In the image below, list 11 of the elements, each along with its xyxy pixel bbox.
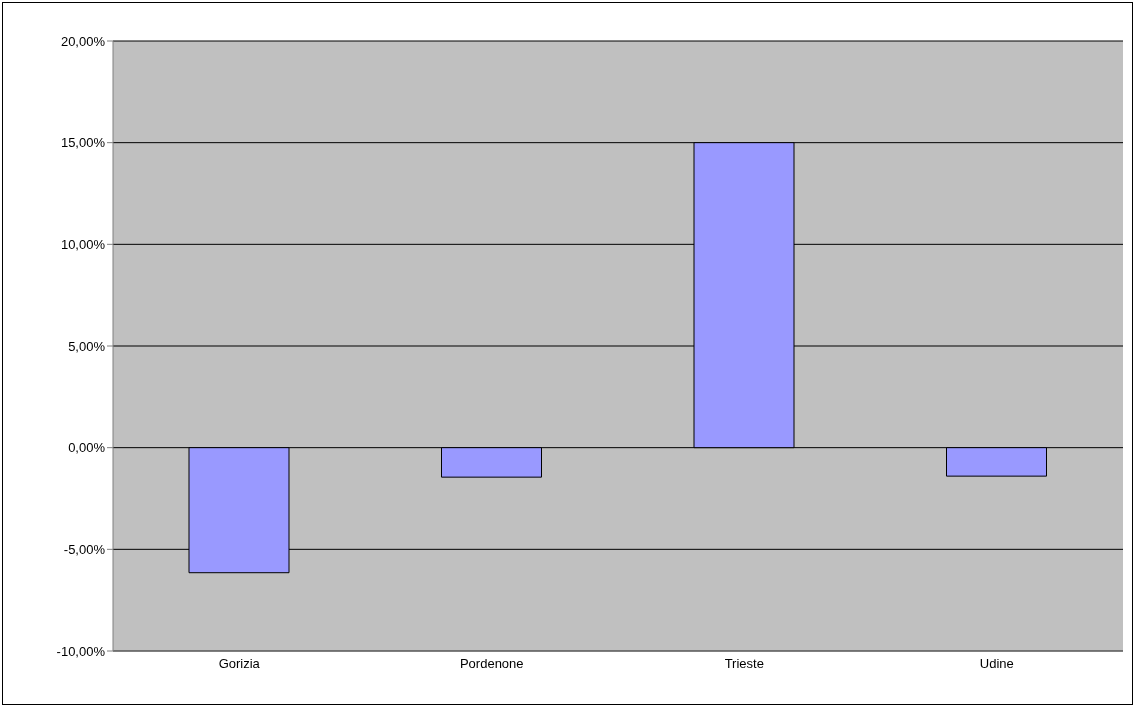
y-tick-label: -10,00% bbox=[56, 643, 106, 659]
y-tick-label: 15,00% bbox=[60, 135, 106, 151]
y-tick-label: -5,00% bbox=[63, 541, 106, 557]
x-tick-label: Trieste bbox=[724, 656, 764, 672]
x-tick-label: Gorizia bbox=[218, 656, 261, 672]
x-tick-label: Udine bbox=[979, 656, 1014, 672]
y-tick-label: 10,00% bbox=[60, 236, 106, 252]
y-tick-label: 0,00% bbox=[68, 440, 106, 456]
y-tick-label: 20,00% bbox=[60, 33, 106, 49]
x-tick-label: Pordenone bbox=[459, 656, 524, 672]
y-tick-label: 5,00% bbox=[68, 338, 106, 354]
